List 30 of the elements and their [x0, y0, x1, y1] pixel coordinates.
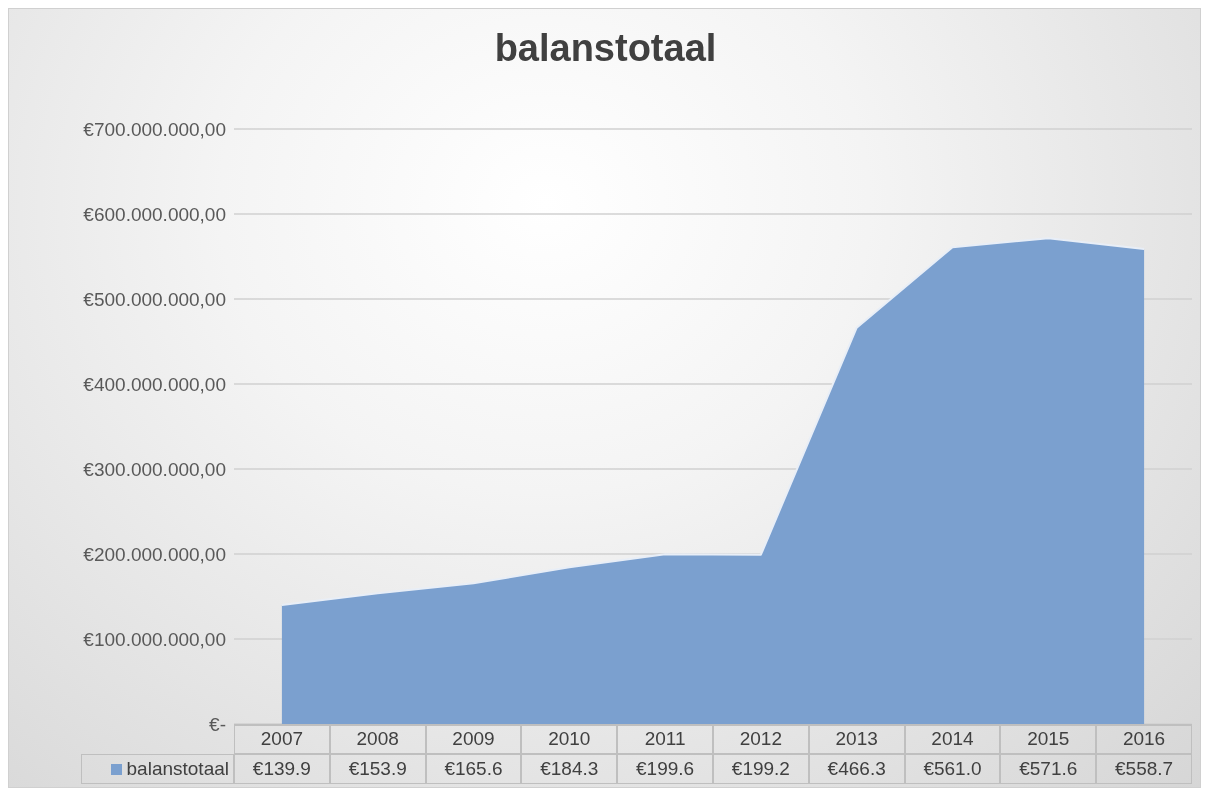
text: €153.9 — [329, 754, 426, 784]
text: €561.0 — [904, 754, 1001, 784]
text: €165.6 — [425, 754, 522, 784]
x-tick-label: 2016 — [1096, 724, 1192, 754]
y-tick-label: €- — [209, 713, 226, 735]
x-tick-label: 2011 — [617, 724, 713, 754]
text: €199.6 — [617, 754, 713, 784]
y-tick-label: €100.000.000,00 — [83, 628, 226, 650]
text: €558.7 — [1096, 754, 1192, 784]
x-tick-label: 2007 — [234, 724, 330, 754]
y-tick-label: €200.000.000,00 — [83, 543, 226, 565]
x-tick-label: 2012 — [712, 724, 809, 754]
x-tick-label: 2009 — [425, 724, 522, 754]
chart-title: balanstotaal — [493, 27, 718, 70]
y-tick-label: €400.000.000,00 — [83, 373, 226, 395]
text: €466.3 — [808, 754, 905, 784]
y-tick-label: €300.000.000,00 — [83, 458, 226, 480]
text: €571.6 — [1000, 754, 1097, 784]
text: €199.2 — [712, 754, 809, 784]
text: €184.3 — [521, 754, 618, 784]
x-tick-label: 2008 — [329, 724, 426, 754]
x-tick-label: 2010 — [521, 724, 618, 754]
legend-label: balanstotaal — [81, 754, 234, 784]
y-tick-label: €500.000.000,00 — [83, 288, 226, 310]
x-tick-label: 2014 — [904, 724, 1001, 754]
y-tick-label: €600.000.000,00 — [83, 203, 226, 225]
text: €139.9 — [234, 754, 330, 784]
x-tick-label: 2015 — [1000, 724, 1097, 754]
x-tick-label: 2013 — [808, 724, 905, 754]
y-tick-label: €700.000.000,00 — [83, 118, 226, 140]
